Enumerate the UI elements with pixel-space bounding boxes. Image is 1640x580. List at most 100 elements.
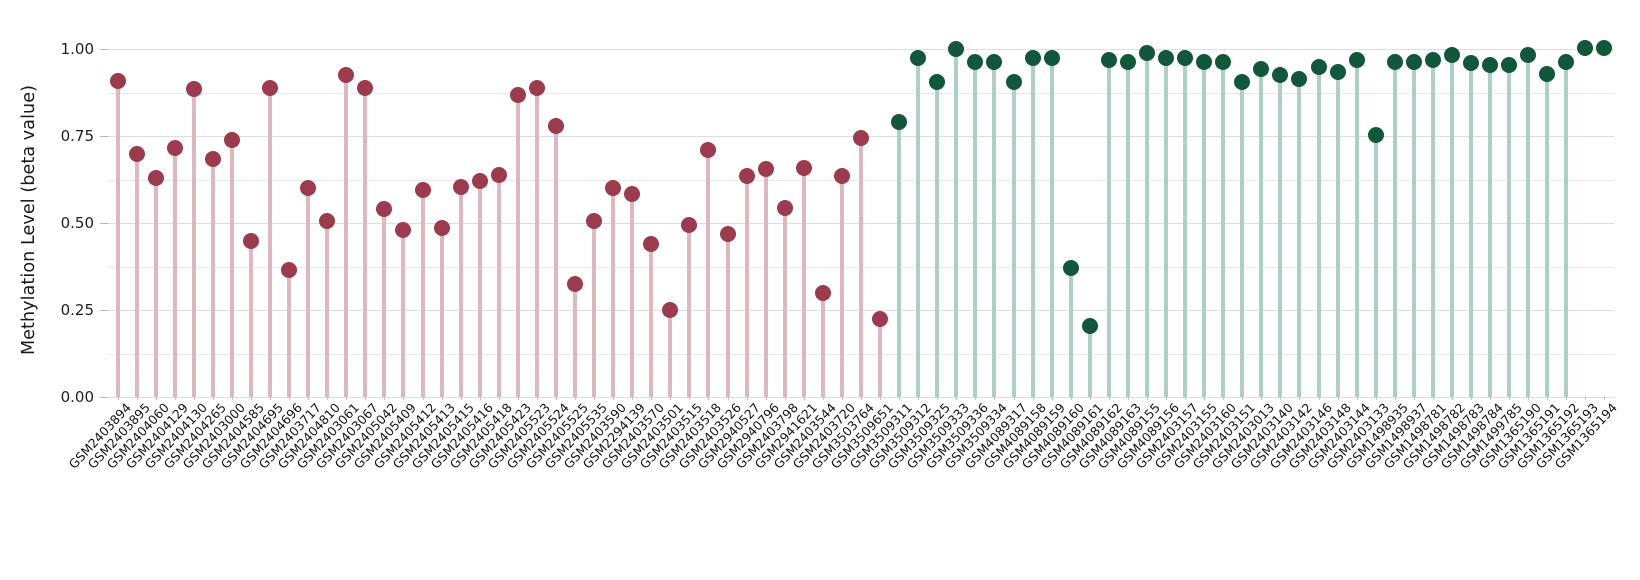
lollipop-dot[interactable] bbox=[833, 168, 850, 185]
lollipop-dot[interactable] bbox=[166, 140, 183, 157]
lollipop-dot[interactable] bbox=[1482, 57, 1499, 74]
lollipop-dot[interactable] bbox=[1367, 126, 1384, 143]
x-tick-mark bbox=[1204, 396, 1206, 400]
lollipop-dot[interactable] bbox=[1177, 50, 1194, 67]
lollipop-dot[interactable] bbox=[986, 53, 1003, 70]
lollipop-dot[interactable] bbox=[605, 180, 622, 197]
lollipop-dot[interactable] bbox=[1348, 51, 1365, 68]
lollipop-dot[interactable] bbox=[452, 178, 469, 195]
x-tick-mark bbox=[1413, 396, 1415, 400]
x-tick-mark bbox=[708, 396, 710, 400]
lollipop-dot[interactable] bbox=[319, 213, 336, 230]
lollipop-dot[interactable] bbox=[700, 142, 717, 159]
lollipop-dot[interactable] bbox=[414, 182, 431, 199]
lollipop-dot[interactable] bbox=[910, 50, 927, 67]
lollipop-dot[interactable] bbox=[242, 232, 259, 249]
lollipop-dot[interactable] bbox=[147, 170, 164, 186]
lollipop-dot[interactable] bbox=[1215, 53, 1232, 70]
lollipop-dot[interactable] bbox=[128, 145, 145, 162]
lollipop-stem bbox=[496, 174, 501, 397]
lollipop-dot[interactable] bbox=[624, 185, 641, 202]
lollipop-dot[interactable] bbox=[948, 41, 965, 58]
lollipop-dot[interactable] bbox=[814, 284, 831, 301]
lollipop-dot[interactable] bbox=[1062, 260, 1079, 277]
lollipop-dot[interactable] bbox=[1424, 51, 1441, 68]
lollipop-dot[interactable] bbox=[395, 222, 412, 239]
y-tick-mark bbox=[100, 397, 108, 398]
lollipop-dot[interactable] bbox=[1596, 40, 1613, 56]
lollipop-dot[interactable] bbox=[1158, 50, 1174, 67]
lollipop-dot[interactable] bbox=[1501, 57, 1518, 74]
lollipop-dot[interactable] bbox=[891, 114, 908, 131]
x-tick-mark bbox=[1604, 396, 1606, 400]
lollipop-dot[interactable] bbox=[1539, 65, 1556, 82]
x-tick-mark bbox=[1146, 396, 1148, 400]
lollipop-dot[interactable] bbox=[1558, 53, 1575, 70]
lollipop-dot[interactable] bbox=[1291, 70, 1308, 87]
lollipop-dot[interactable] bbox=[1100, 51, 1117, 68]
lollipop-dot[interactable] bbox=[1081, 317, 1098, 334]
lollipop-dot[interactable] bbox=[1272, 67, 1289, 84]
x-tick-mark bbox=[765, 396, 767, 400]
lollipop-dot[interactable] bbox=[1463, 55, 1480, 72]
x-tick-mark bbox=[956, 396, 958, 400]
lollipop-dot[interactable] bbox=[490, 166, 507, 183]
lollipop-dot[interactable] bbox=[1405, 53, 1422, 70]
lollipop-dot[interactable] bbox=[872, 310, 889, 327]
lollipop-dot[interactable] bbox=[300, 180, 317, 197]
lollipop-dot[interactable] bbox=[567, 276, 584, 293]
lollipop-dot[interactable] bbox=[738, 168, 755, 185]
lollipop-stem bbox=[992, 61, 997, 397]
lollipop-dot[interactable] bbox=[357, 79, 374, 96]
lollipop-dot[interactable] bbox=[1386, 53, 1403, 70]
lollipop-dot[interactable] bbox=[1310, 58, 1327, 75]
lollipop-dot[interactable] bbox=[1253, 60, 1270, 77]
lollipop-dot[interactable] bbox=[1577, 40, 1594, 56]
lollipop-dot[interactable] bbox=[853, 130, 869, 147]
x-tick-mark bbox=[746, 396, 748, 400]
lollipop-dot[interactable] bbox=[1024, 50, 1041, 67]
lollipop-dot[interactable] bbox=[586, 213, 603, 230]
lollipop-dot[interactable] bbox=[681, 216, 698, 233]
lollipop-dot[interactable] bbox=[1196, 53, 1213, 70]
lollipop-dot[interactable] bbox=[223, 131, 240, 148]
lollipop-dot[interactable] bbox=[1043, 50, 1060, 67]
lollipop-dot[interactable] bbox=[109, 72, 126, 89]
lollipop-dot[interactable] bbox=[528, 79, 545, 96]
lollipop-dot[interactable] bbox=[795, 159, 812, 176]
lollipop-dot[interactable] bbox=[471, 173, 488, 190]
lollipop-dot[interactable] bbox=[757, 161, 774, 178]
lollipop-stem bbox=[1087, 325, 1092, 397]
y-tick-mark bbox=[100, 223, 108, 225]
x-tick-mark bbox=[1432, 396, 1434, 400]
lollipop-dot[interactable] bbox=[547, 117, 564, 134]
lollipop-dot[interactable] bbox=[662, 302, 679, 319]
x-tick-mark bbox=[822, 396, 824, 400]
lollipop-dot[interactable] bbox=[1520, 46, 1537, 63]
lollipop-dot[interactable] bbox=[376, 201, 393, 218]
lollipop-stem bbox=[1202, 61, 1207, 397]
lollipop-dot[interactable] bbox=[643, 236, 660, 253]
lollipop-dot[interactable] bbox=[433, 220, 450, 237]
x-tick-mark bbox=[1185, 396, 1187, 400]
lollipop-stem bbox=[1049, 58, 1054, 397]
lollipop-dot[interactable] bbox=[262, 79, 279, 96]
lollipop-dot[interactable] bbox=[338, 67, 355, 84]
lollipop-dot[interactable] bbox=[204, 150, 221, 167]
x-tick-mark bbox=[861, 396, 862, 400]
lollipop-dot[interactable] bbox=[1329, 63, 1346, 80]
lollipop-dot[interactable] bbox=[1119, 53, 1136, 70]
lollipop-stem bbox=[763, 169, 768, 397]
lollipop-dot[interactable] bbox=[776, 199, 793, 216]
lollipop-dot[interactable] bbox=[719, 225, 736, 242]
lollipop-dot[interactable] bbox=[509, 86, 526, 103]
lollipop-dot[interactable] bbox=[185, 81, 202, 98]
lollipop-dot[interactable] bbox=[1234, 74, 1251, 91]
lollipop-dot[interactable] bbox=[1138, 44, 1155, 61]
lollipop-stem bbox=[382, 209, 387, 397]
lollipop-dot[interactable] bbox=[967, 53, 984, 70]
lollipop-dot[interactable] bbox=[281, 262, 298, 279]
lollipop-dot[interactable] bbox=[1005, 74, 1022, 91]
lollipop-dot[interactable] bbox=[1443, 46, 1460, 63]
lollipop-dot[interactable] bbox=[929, 74, 946, 91]
